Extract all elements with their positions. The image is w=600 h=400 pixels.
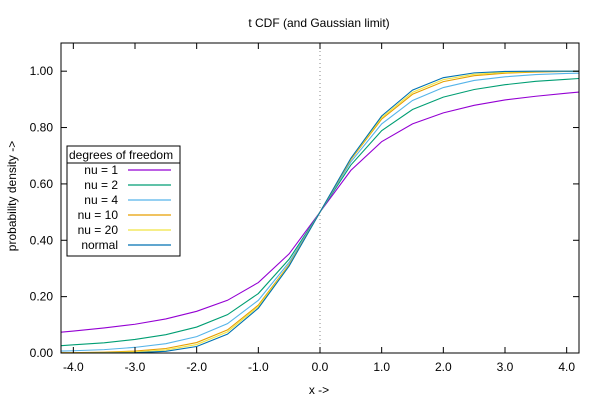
y-tick-label: 0.20 (30, 290, 54, 304)
legend-label: nu = 4 (84, 193, 118, 207)
x-tick-label: -2.0 (186, 360, 207, 374)
legend-label: nu = 20 (78, 223, 119, 237)
y-axis-label: probability density -> (5, 141, 19, 251)
y-tick-label: 1.00 (30, 64, 54, 78)
plot-area: -4.0 -3.0 -2.0 -1.0 0.0 1.0 2.0 3.0 4.0 0.00 0.20 0… (30, 42, 580, 374)
x-axis-label: x -> (309, 383, 329, 397)
legend-label: normal (81, 238, 118, 252)
legend-box (66, 145, 181, 257)
x-tick-label: 3.0 (497, 360, 514, 374)
x-tick-label: -4.0 (63, 360, 84, 374)
x-tick-label: -1.0 (248, 360, 269, 374)
legend-title: degrees of freedom (69, 148, 173, 162)
chart-title: t CDF (and Gaussian limit) (248, 16, 389, 30)
x-tick-label: 0.0 (312, 360, 329, 374)
y-tick-label: 0.80 (30, 121, 54, 135)
y-tick-label: 0.00 (30, 346, 54, 360)
x-tick-label: 2.0 (435, 360, 452, 374)
legend-label: nu = 2 (84, 178, 118, 192)
x-tick-label: 1.0 (373, 360, 390, 374)
x-tick-label: 4.0 (558, 360, 575, 374)
x-tick-label: -3.0 (125, 360, 146, 374)
y-tick-label: 0.40 (30, 233, 54, 247)
y-tick-label: 0.60 (30, 177, 54, 191)
legend-label: nu = 10 (78, 208, 119, 222)
legend-label: nu = 1 (84, 163, 118, 177)
